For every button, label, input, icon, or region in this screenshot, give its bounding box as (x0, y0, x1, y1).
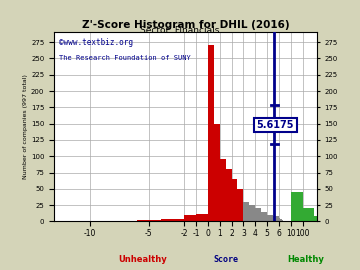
Y-axis label: Number of companies (997 total): Number of companies (997 total) (23, 75, 28, 179)
Bar (249, 205, 255, 221)
Bar (196, 214, 208, 221)
Text: Unhealthy: Unhealthy (118, 255, 167, 264)
Bar (226, 169, 231, 221)
Bar (314, 216, 326, 221)
Text: Sector: Financials: Sector: Financials (140, 26, 220, 35)
Bar (291, 192, 303, 221)
Bar (243, 202, 249, 221)
Bar (220, 160, 226, 221)
Bar (279, 218, 280, 221)
Text: Healthy: Healthy (288, 255, 325, 264)
Bar (172, 219, 184, 221)
Bar (303, 208, 314, 221)
Bar (184, 215, 196, 221)
Text: The Research Foundation of SUNY: The Research Foundation of SUNY (59, 55, 191, 61)
Bar (267, 215, 273, 221)
Bar (282, 220, 283, 221)
Text: Score: Score (213, 255, 238, 264)
Bar (231, 179, 238, 221)
Title: Z'-Score Histogram for DHIL (2016): Z'-Score Histogram for DHIL (2016) (82, 20, 289, 30)
Bar (273, 216, 279, 221)
Text: 5.6175: 5.6175 (257, 120, 294, 130)
Bar (214, 124, 220, 221)
Bar (261, 212, 267, 221)
Bar (161, 220, 172, 221)
Text: ©www.textbiz.org: ©www.textbiz.org (59, 38, 133, 47)
Bar (238, 189, 243, 221)
Bar (149, 220, 161, 221)
Bar (255, 208, 261, 221)
Bar (137, 220, 149, 221)
Bar (208, 45, 214, 221)
Bar (280, 220, 282, 221)
